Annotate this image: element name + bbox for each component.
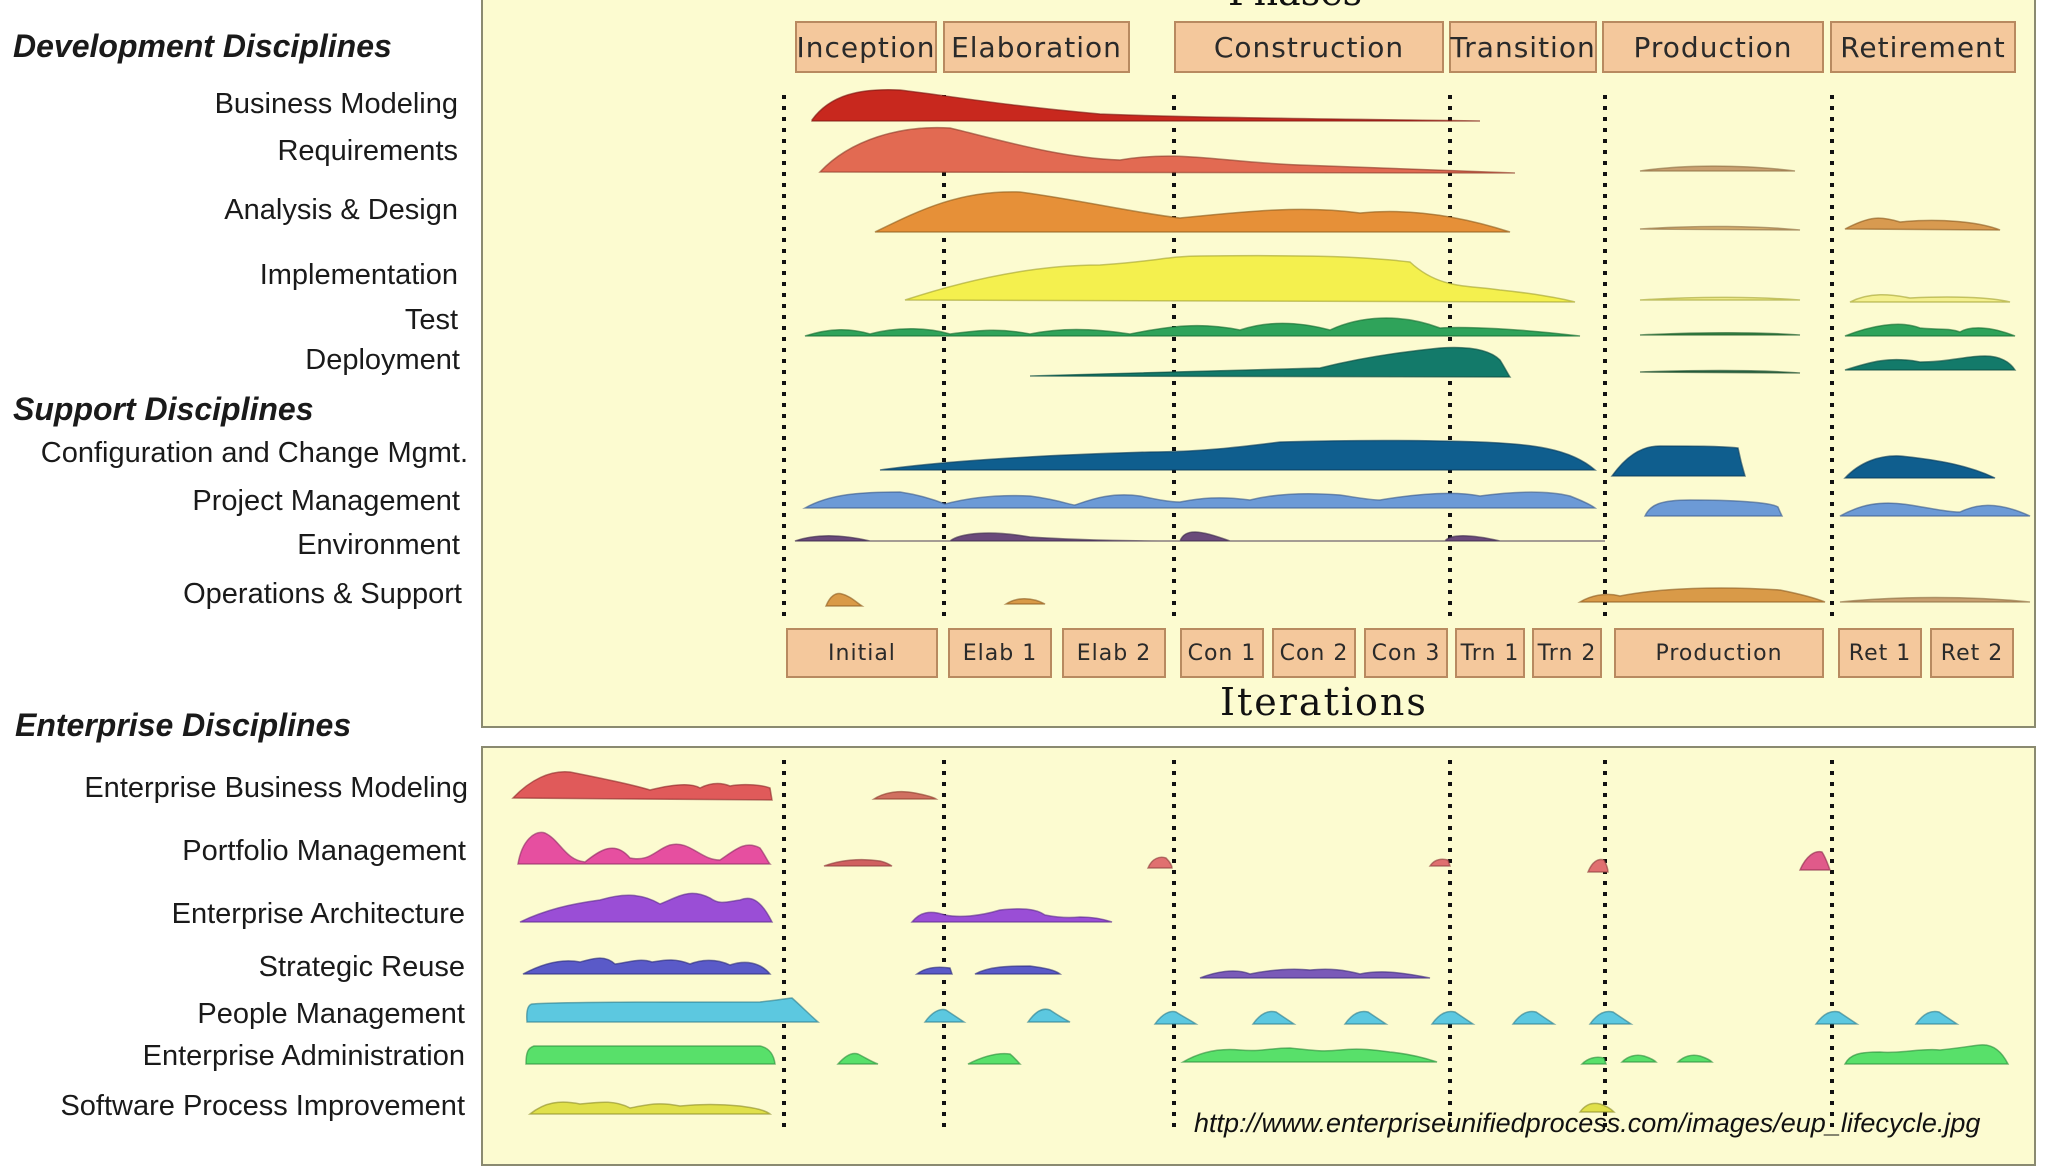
hump-test-production [1639,332,1801,336]
label-environment: Environment [297,529,460,561]
hump-portfolio [517,831,772,865]
label-requirements: Requirements [277,135,458,167]
hump-portfolio-trn [1428,858,1452,867]
hump-ebm [511,771,773,801]
hump-implementation [904,254,1576,303]
iteration-box-trn1: Trn 1 [1455,628,1525,678]
label-ops-support: Operations & Support [183,578,462,610]
label-analysis-design: Analysis & Design [224,194,458,226]
hump-analysis-design-retirement [1844,217,2001,231]
section-title-support: Support Disciplines [13,391,314,427]
enterprise-panel [481,746,2036,1166]
phase-box-transition: Transition [1449,21,1597,73]
hump-admin [525,1045,776,1065]
hump-ops-support-elab [1003,598,1046,605]
iteration-box-elab2: Elab 2 [1062,628,1166,678]
iteration-box-elab1: Elab 1 [948,628,1052,678]
hump-project-mgmt-production [1643,499,1784,517]
hump-environment [794,531,1605,542]
iteration-box-trn2: Trn 2 [1532,628,1602,678]
people-mini-humps [923,1008,1960,1025]
label-strategic-reuse: Strategic Reuse [258,951,465,983]
hump-test-retirement [1844,323,2016,337]
iteration-box-ret1: Ret 1 [1838,628,1922,678]
hump-admin-prod [1580,1054,1714,1065]
section-title-development: Development Disciplines [13,28,392,64]
hump-config-change-retirement [1843,455,1996,479]
label-business-modeling: Business Modeling [214,88,458,120]
hump-reuse-elab1 [914,966,954,975]
label-config-change: Configuration and Change Mgmt. [40,437,468,469]
label-project-mgmt: Project Management [192,485,460,517]
hump-deployment-production [1639,369,1801,374]
label-deployment: Deployment [305,344,460,376]
hump-admin-ret [1843,1044,2010,1065]
hump-analysis-design [874,191,1511,233]
hump-ops-support-inception [824,592,865,607]
iteration-box-con1: Con 1 [1180,628,1264,678]
source-url: http://www.enterpriseunifiedprocess.com/… [1194,1108,1981,1138]
phase-box-inception: Inception [795,21,937,73]
iteration-box-ret2: Ret 2 [1930,628,2014,678]
phase-separators [782,95,1834,1130]
iteration-box-production: Production [1614,628,1824,678]
hump-ea [519,892,774,923]
hump-spi-prod [1578,1102,1616,1113]
label-spi: Software Process Improvement [60,1090,465,1122]
iterations-title: Iterations [1220,680,1428,724]
hump-reuse-con [1199,968,1431,979]
hump-deployment-retirement [1844,355,2017,371]
label-test: Test [404,304,458,336]
hump-portfolio-prod [1586,858,1609,873]
phases-title: Phases [1228,0,1362,14]
hump-deployment [1029,346,1512,378]
hump-ops-support-retirement [1839,596,2031,603]
label-enterprise-business-modeling: Enterprise Business Modeling [84,772,468,804]
hump-admin-elab [967,1052,1022,1065]
label-enterprise-admin: Enterprise Administration [142,1040,465,1072]
label-implementation: Implementation [259,259,458,291]
hump-reuse [522,957,772,975]
hump-project-mgmt [802,491,1598,509]
hump-requirements-production [1639,165,1796,172]
hump-portfolio-ret [1798,850,1832,871]
hump-ea-elab [910,908,1113,923]
hump-admin-inception [836,1052,879,1065]
hump-implementation-production [1639,296,1801,301]
iteration-box-con2: Con 2 [1272,628,1356,678]
hump-config-change [879,439,1597,471]
hump-people [526,997,820,1023]
hump-ebm-inception [871,790,939,800]
hump-business-modeling [811,88,1481,122]
hump-spi [527,1101,773,1115]
hump-ops-support-production [1577,587,1826,603]
iteration-box-initial: Initial [786,628,938,678]
iteration-box-con3: Con 3 [1364,628,1448,678]
hump-reuse-elab2 [974,965,1063,975]
label-enterprise-architecture: Enterprise Architecture [171,898,465,930]
phase-box-construction: Construction [1174,21,1444,73]
hump-admin-con [1180,1047,1438,1063]
phase-box-retirement: Retirement [1830,21,2016,73]
label-people-mgmt: People Management [197,998,465,1030]
hump-config-change-production [1610,445,1747,477]
hump-portfolio-inception [823,858,893,867]
phase-box-production: Production [1602,21,1824,73]
hump-analysis-design-production [1639,225,1801,231]
hump-test [804,317,1581,337]
section-title-enterprise: Enterprise Disciplines [15,707,352,743]
hump-requirements [818,126,1516,174]
label-portfolio-mgmt: Portfolio Management [182,835,466,867]
hump-project-mgmt-retirement [1839,502,2031,517]
hump-implementation-retirement [1849,294,2011,303]
hump-portfolio-con [1146,856,1173,869]
phase-box-elaboration: Elaboration [943,21,1130,73]
